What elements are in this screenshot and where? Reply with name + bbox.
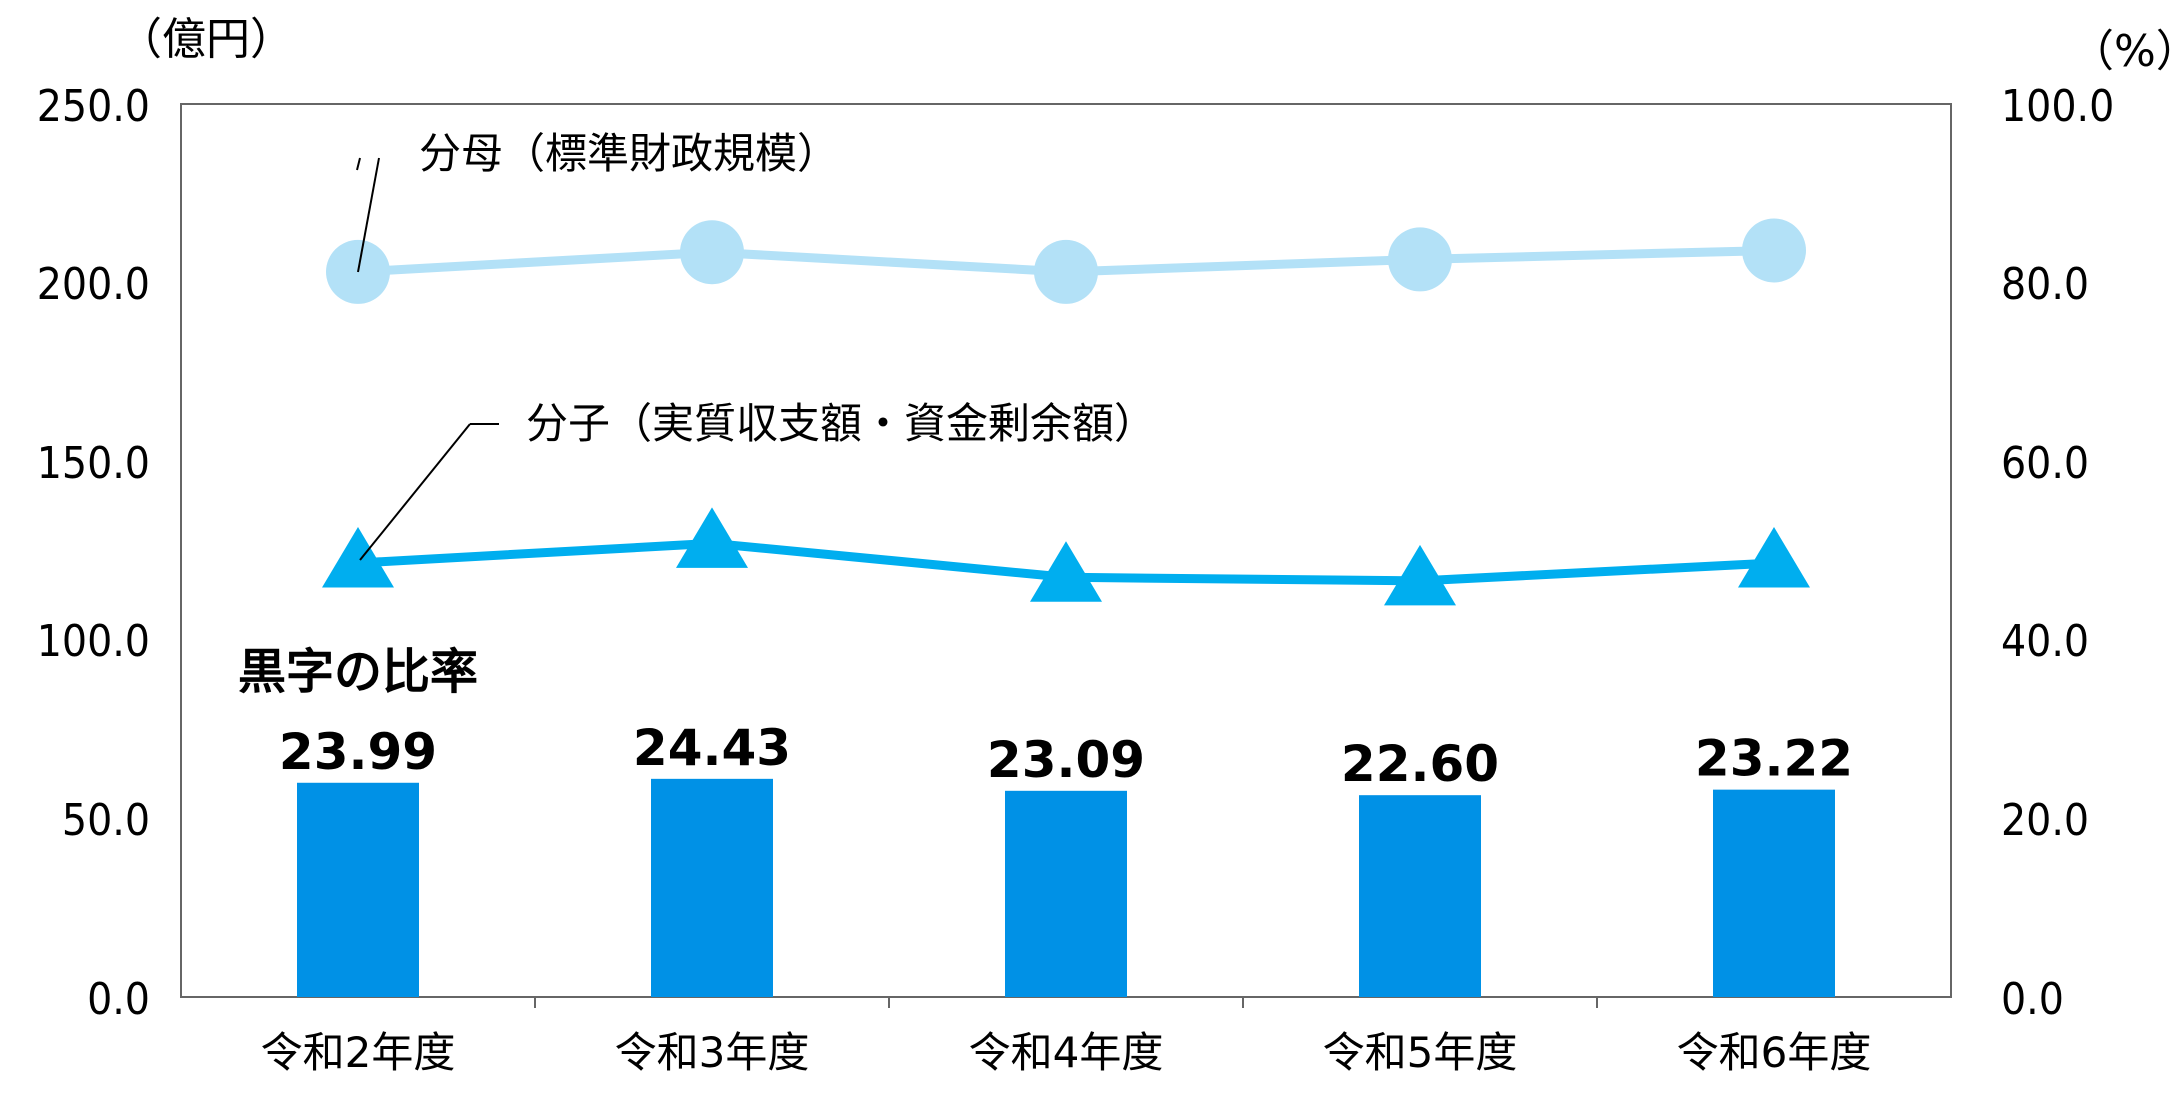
right-tick: 80.0	[2001, 259, 2089, 310]
category-label: 令和5年度	[1323, 1028, 1518, 1077]
numerator-annotation: 分子（実質収支額・資金剰余額）	[526, 399, 1156, 448]
right-tick: 20.0	[2001, 795, 2089, 846]
left-tick: 0.0	[87, 974, 150, 1025]
left-tick: 200.0	[37, 259, 150, 310]
category-label: 令和6年度	[1677, 1028, 1872, 1077]
numerator-point	[1384, 544, 1456, 606]
category-label: 令和4年度	[969, 1028, 1164, 1077]
right-tick: 40.0	[2001, 616, 2089, 667]
numerator-point	[322, 527, 394, 588]
denominator-leader-line	[357, 157, 380, 273]
category-dividers	[534, 997, 1598, 1008]
bar	[1005, 790, 1127, 997]
right-axis: 0.0 20.0 40.0 60.0 80.0 100.0	[2001, 81, 2114, 1025]
bar	[1713, 789, 1835, 997]
category-label: 令和2年度	[261, 1028, 456, 1077]
bar-data-label: 23.09	[987, 731, 1145, 789]
right-tick: 100.0	[2001, 81, 2114, 132]
bar-series-title: 黒字の比率	[238, 644, 478, 700]
numerator-point	[676, 507, 748, 568]
numerator-series	[322, 507, 1810, 606]
denominator-point	[1388, 227, 1452, 292]
bar-data-label: 23.99	[279, 723, 437, 781]
category-label: 令和3年度	[615, 1028, 810, 1077]
numerator-point	[1030, 541, 1102, 602]
denominator-point	[1742, 218, 1806, 283]
bar-data-label: 22.60	[1341, 735, 1499, 793]
bar-data-label: 23.22	[1695, 730, 1853, 788]
left-tick: 50.0	[62, 795, 150, 846]
right-tick: 0.0	[2001, 974, 2064, 1025]
denominator-point	[680, 220, 744, 285]
bar	[297, 782, 419, 997]
numerator-point	[1738, 527, 1810, 588]
left-tick: 100.0	[37, 616, 150, 667]
denominator-series	[326, 218, 1806, 304]
x-axis: 令和2年度 令和3年度 令和4年度 令和5年度 令和6年度	[261, 1028, 1872, 1077]
bar-series	[297, 778, 1835, 997]
left-tick: 150.0	[37, 438, 150, 489]
bar	[651, 778, 773, 997]
denominator-leader-line	[356, 157, 361, 171]
right-axis-unit: （%）	[2070, 26, 2181, 77]
left-tick: 250.0	[37, 81, 150, 132]
right-tick: 60.0	[2001, 438, 2089, 489]
bar-data-label: 24.43	[633, 719, 791, 777]
left-axis-unit: （億円）	[118, 14, 294, 65]
denominator-point	[1034, 239, 1098, 304]
bar	[1359, 795, 1481, 997]
denominator-annotation: 分母（標準財政規模）	[419, 129, 839, 178]
numerator-leader-line	[359, 423, 471, 561]
left-axis: 0.0 50.0 100.0 150.0 200.0 250.0	[37, 81, 150, 1025]
bar-data-labels: 23.99 24.43 23.09 22.60 23.22	[279, 719, 1853, 793]
